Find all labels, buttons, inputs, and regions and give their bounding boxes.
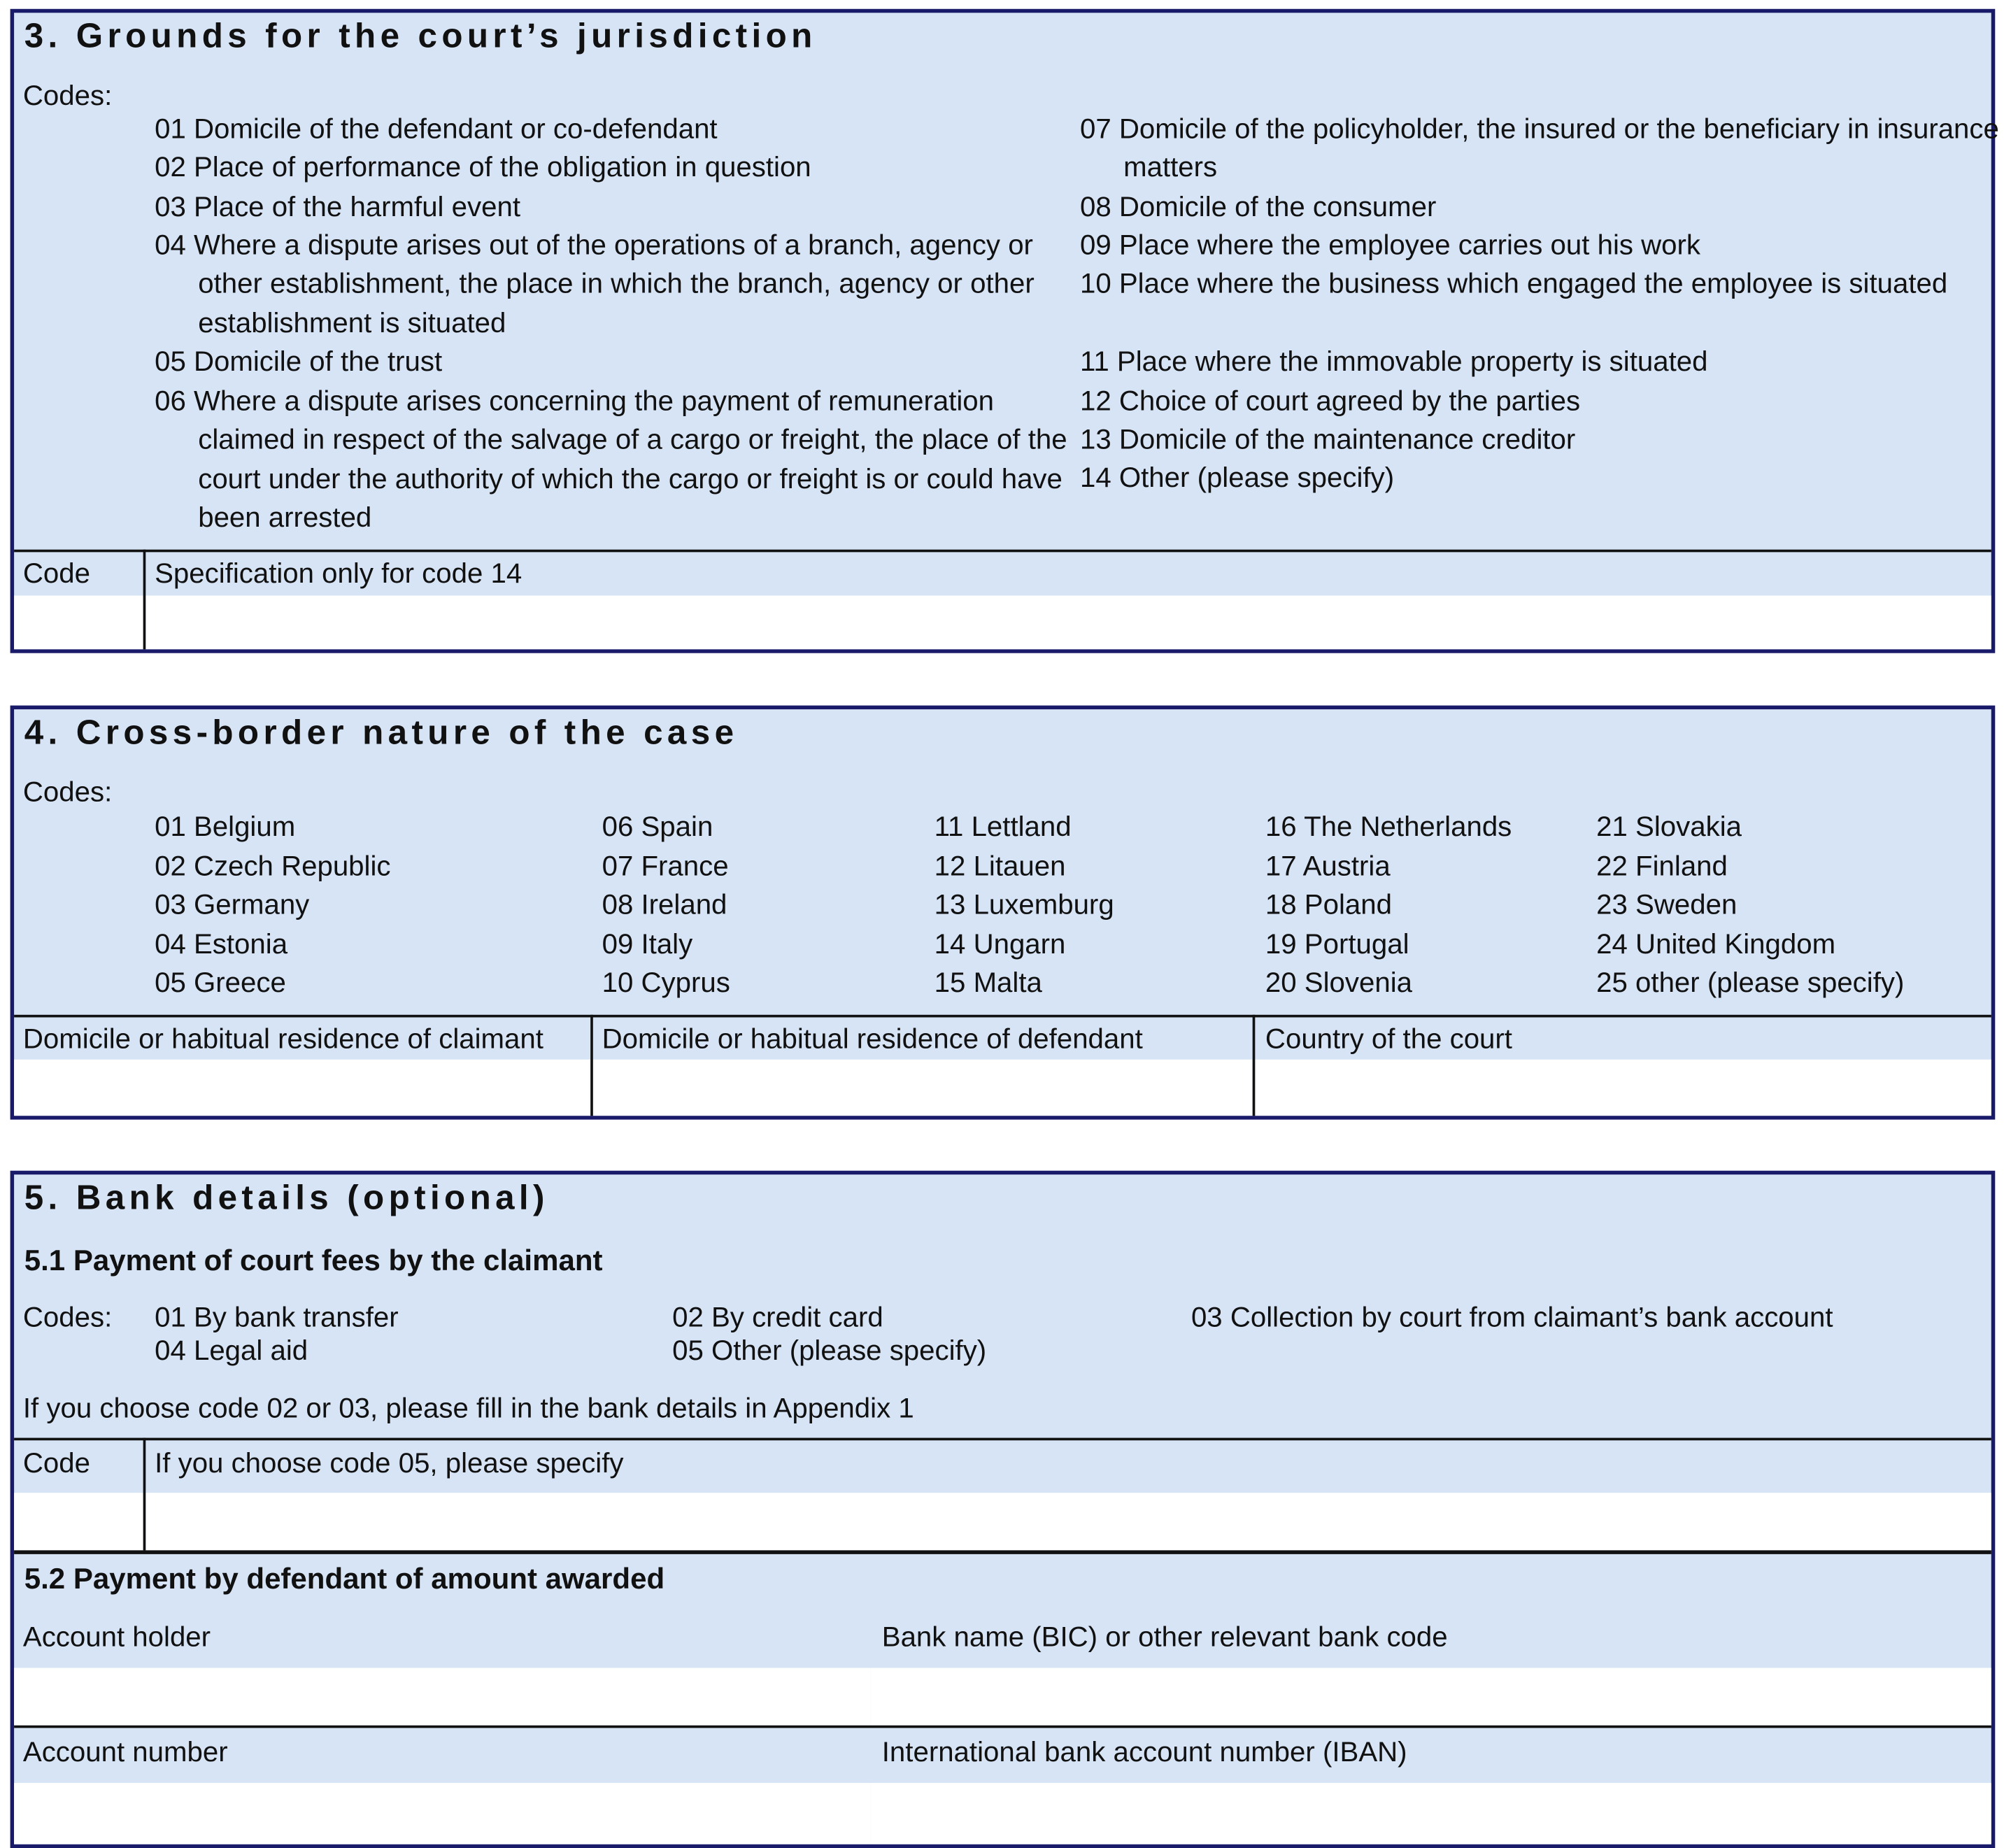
section-4-title: 4. Cross-border nature of the case [24, 713, 739, 752]
account-holder-label: Account holder [22, 1620, 211, 1653]
country-code: 11 Lettland [934, 810, 1072, 843]
country-code: 21 Slovakia [1596, 810, 1742, 843]
country-code: 05 Greece [155, 966, 286, 999]
court-country-label: Country of the court [1265, 1022, 1512, 1055]
code-item: 08 Domicile of the consumer [1079, 190, 1437, 222]
divider [14, 1725, 1991, 1728]
country-code: 03 Germany [155, 888, 310, 921]
payment-code-input[interactable] [14, 1493, 143, 1551]
iban-label: International bank account number (IBAN) [881, 1735, 1407, 1768]
country-code: 02 Czech Republic [155, 849, 391, 881]
code-item: 01 Domicile of the defendant or co-defen… [155, 112, 718, 145]
code-item: 06 Where a dispute arises concerning the… [155, 384, 1067, 534]
country-code: 08 Ireland [602, 888, 727, 921]
code-item: 07 Domicile of the policyholder, the ins… [1079, 112, 1999, 184]
code-item: 10 Place where the business which engage… [1079, 266, 1948, 299]
bank-name-input[interactable] [870, 1668, 1991, 1726]
section-4-cross-border: 4. Cross-border nature of the case Codes… [10, 705, 1996, 1120]
spec-label: If you choose code 05, please specify [155, 1447, 624, 1479]
country-code: 04 Estonia [155, 927, 288, 960]
section-5-2-title: 5.2 Payment by defendant of amount award… [24, 1561, 665, 1595]
section-5-1-title: 5.1 Payment of court fees by the claiman… [24, 1243, 603, 1277]
country-code: 23 Sweden [1596, 888, 1737, 921]
code-item: 13 Domicile of the maintenance creditor [1079, 422, 1576, 455]
account-number-label: Account number [22, 1735, 228, 1768]
code-item: 14 Other (please specify) [1079, 461, 1395, 494]
country-code: 07 France [602, 849, 729, 881]
country-code: 06 Spain [602, 810, 713, 843]
code-item: 02 Place of performance of the obligatio… [155, 150, 811, 183]
country-code: 22 Finland [1596, 849, 1728, 881]
payment-code: 03 Collection by court from claimant’s b… [1191, 1301, 1833, 1333]
country-code: 16 The Netherlands [1265, 810, 1512, 843]
code-label: Code [22, 557, 90, 590]
payment-code: 04 Legal aid [155, 1334, 308, 1367]
code-item: 11 Place where the immovable property is… [1079, 345, 1708, 378]
country-code: 14 Ungarn [934, 927, 1066, 960]
divider [14, 1437, 1991, 1441]
country-code: 13 Luxemburg [934, 888, 1114, 921]
payment-spec-input[interactable] [145, 1493, 1991, 1551]
specification-input[interactable] [145, 595, 1991, 650]
divider [14, 1550, 1991, 1554]
divider [143, 549, 146, 650]
country-code: 12 Litauen [934, 849, 1066, 881]
country-code: 25 other (please specify) [1596, 966, 1905, 999]
country-code: 09 Italy [602, 927, 693, 960]
code-item: 03 Place of the harmful event [155, 190, 520, 222]
appendix-note: If you choose code 02 or 03, please fill… [22, 1391, 914, 1424]
section-3-jurisdiction: 3. Grounds for the court’s jurisdiction … [10, 8, 1999, 653]
claimant-domicile-input[interactable] [14, 1059, 591, 1116]
divider [1252, 1014, 1256, 1116]
payment-code: 01 By bank transfer [155, 1301, 399, 1333]
section-5-title: 5. Bank details (optional) [24, 1178, 549, 1217]
country-code: 18 Poland [1265, 888, 1392, 921]
claimant-domicile-label: Domicile or habitual residence of claima… [22, 1022, 543, 1055]
code-item: 12 Choice of court agreed by the parties [1079, 384, 1581, 417]
country-code: 15 Malta [934, 966, 1042, 999]
code-label: Code [22, 1447, 90, 1479]
payment-code: 02 By credit card [672, 1301, 883, 1333]
account-holder-input[interactable] [14, 1668, 871, 1726]
country-code: 01 Belgium [155, 810, 296, 843]
divider [14, 1014, 1991, 1018]
codes-label: Codes: [22, 1301, 113, 1333]
code-input[interactable] [14, 595, 143, 650]
court-country-input[interactable] [1255, 1059, 1991, 1116]
code-item: 04 Where a dispute arises out of the ope… [155, 229, 1035, 339]
spec-label: Specification only for code 14 [155, 557, 523, 590]
bank-name-label: Bank name (BIC) or other relevant bank c… [881, 1620, 1448, 1653]
payment-code: 05 Other (please specify) [672, 1334, 987, 1367]
divider [143, 1437, 146, 1551]
country-code: 17 Austria [1265, 849, 1391, 881]
country-code: 19 Portugal [1265, 927, 1409, 960]
country-code: 10 Cyprus [602, 966, 730, 999]
codes-label: Codes: [22, 776, 113, 808]
defendant-domicile-label: Domicile or habitual residence of defend… [602, 1022, 1143, 1055]
country-code: 24 United Kingdom [1596, 927, 1836, 960]
divider [590, 1014, 593, 1116]
code-item: 05 Domicile of the trust [155, 345, 443, 378]
country-code: 20 Slovenia [1265, 966, 1413, 999]
account-number-input[interactable] [14, 1782, 871, 1845]
defendant-domicile-input[interactable] [592, 1059, 1253, 1116]
iban-input[interactable] [870, 1782, 1991, 1845]
code-item: 09 Place where the employee carries out … [1079, 229, 1701, 261]
section-5-bank-details: 5. Bank details (optional) 5.1 Payment o… [10, 1170, 1996, 1848]
codes-label: Codes: [22, 79, 113, 111]
divider [14, 549, 1991, 553]
section-3-title: 3. Grounds for the court’s jurisdiction [24, 16, 817, 55]
